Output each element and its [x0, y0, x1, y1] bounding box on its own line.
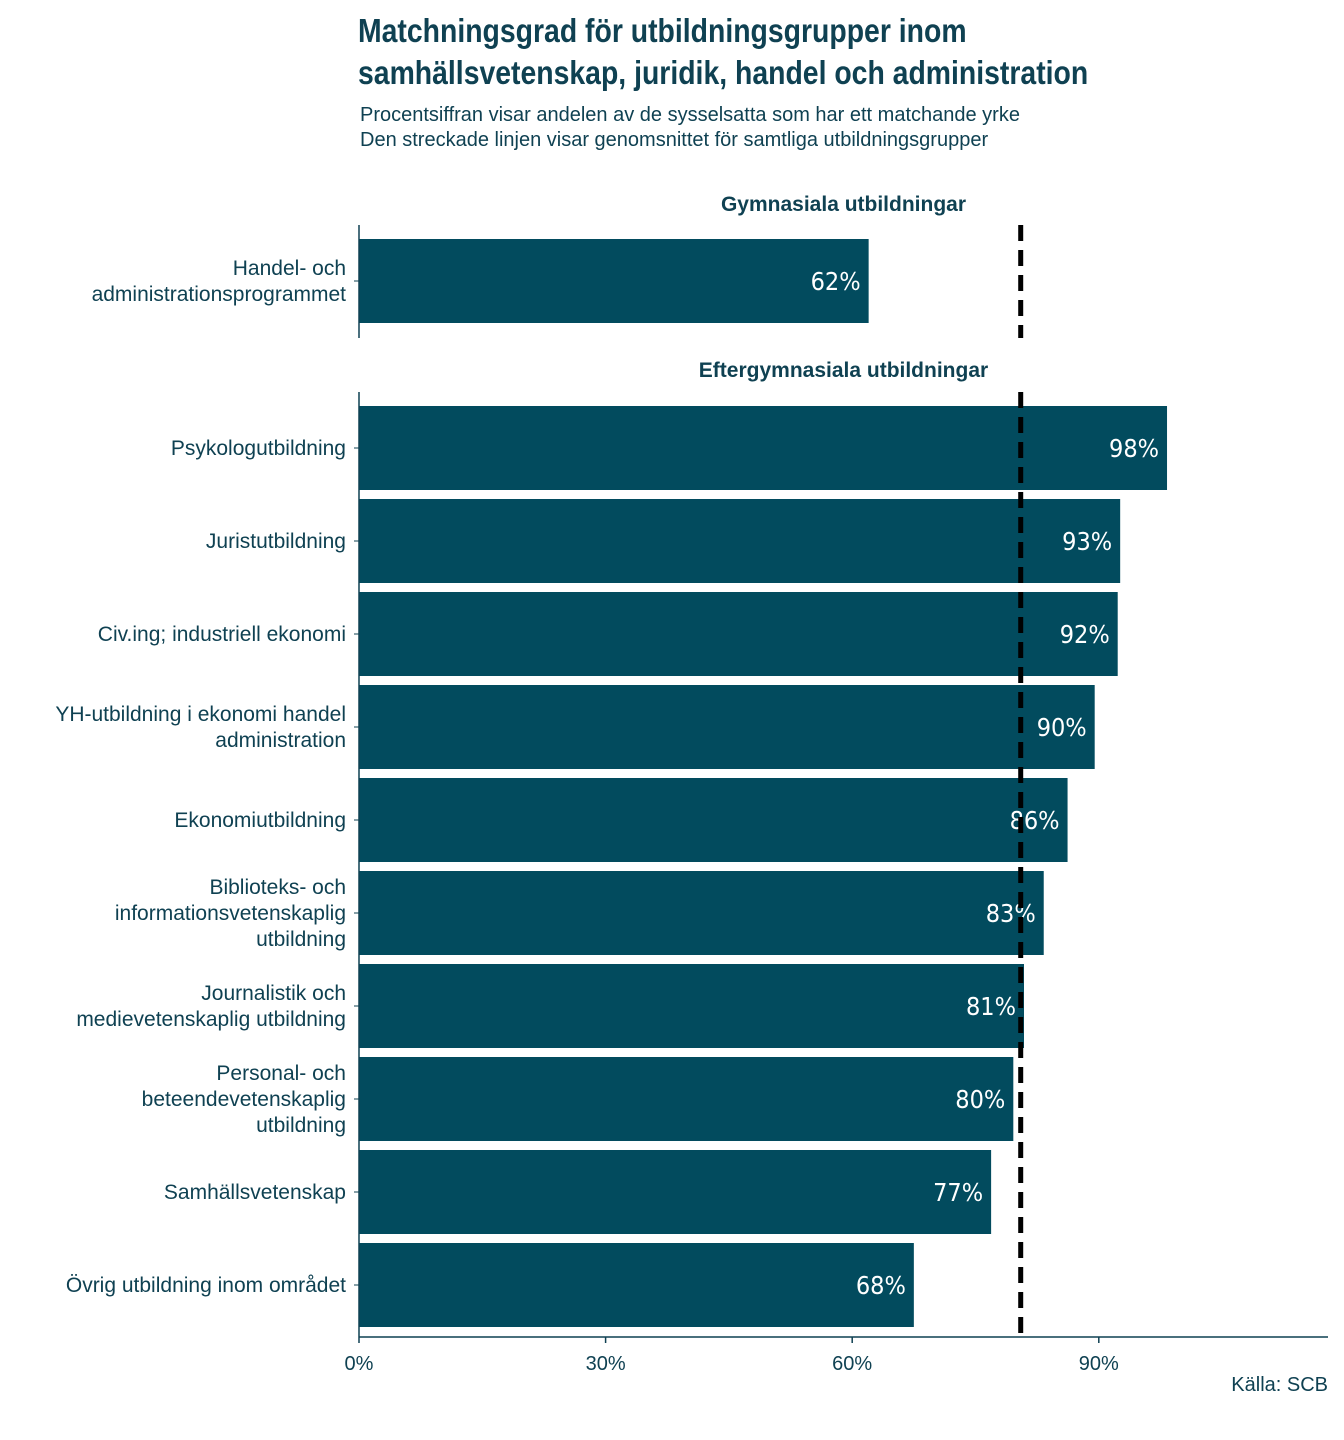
category-label: Övrig utbildning inom området	[66, 1274, 346, 1297]
bar	[359, 239, 869, 323]
category-label: Personal- och beteendevetenskaplig utbildn…	[142, 1062, 346, 1137]
facet-label: Gymnasiala utbildningar	[721, 193, 966, 216]
bar	[359, 685, 1095, 769]
bar	[359, 1057, 1014, 1141]
category-label: Psykologutbildning	[171, 437, 346, 460]
bar	[359, 964, 1024, 1048]
category-label: Samhällsvetenskap	[164, 1181, 346, 1204]
bar	[359, 499, 1121, 583]
bar-value-label: 80%	[955, 1085, 1005, 1114]
chart-subtitle-line-1: Procentsiffran visar andelen av de sysse…	[360, 104, 1020, 126]
bar	[359, 592, 1118, 676]
x-tick-label: 90%	[1079, 1353, 1119, 1375]
bar-value-label: 90%	[1037, 713, 1087, 742]
chart-title: Matchningsgrad för utbildningsgrupper in…	[358, 10, 1184, 94]
x-tick-label: 60%	[832, 1353, 872, 1375]
x-tick-label: 30%	[586, 1353, 626, 1375]
facet-label: Eftergymnasiala utbildningar	[699, 359, 988, 382]
bar	[359, 1243, 914, 1327]
bar-value-label: 62%	[811, 267, 861, 296]
source-caption: Källa: SCB	[1231, 1374, 1328, 1396]
chart-title-line-1: Matchningsgrad för utbildningsgrupper in…	[358, 12, 967, 49]
bar-value-label: 68%	[856, 1271, 906, 1300]
category-label: Ekonomiutbildning	[174, 809, 346, 832]
bar	[359, 871, 1044, 955]
bar-value-label: 98%	[1109, 434, 1159, 463]
bar-value-label: 77%	[933, 1178, 983, 1207]
bar	[359, 778, 1068, 862]
category-label: Juristutbildning	[206, 530, 346, 553]
category-label: Civ.ing; industriell ekonomi	[98, 623, 346, 646]
x-tick-label: 0%	[345, 1353, 374, 1375]
bar	[359, 406, 1168, 490]
category-label: Biblioteks- och informationsvetenskaplig u…	[115, 876, 346, 951]
bar-value-label: 92%	[1060, 620, 1110, 649]
bar-value-label: 86%	[1010, 806, 1060, 835]
bar-value-label: 93%	[1062, 527, 1112, 556]
category-label: YH-utbildning i ekonomi handel administra…	[55, 703, 346, 752]
bar	[359, 1150, 992, 1234]
bar-value-label: 81%	[966, 992, 1016, 1021]
bar-value-label: 83%	[986, 899, 1036, 928]
chart-subtitle: Procentsiffran visar andelen av de sysse…	[360, 103, 1020, 153]
category-label: Journalistik och medievetenskaplig utbild…	[76, 982, 346, 1031]
chart-subtitle-line-2: Den streckade linjen visar genomsnittet …	[360, 129, 989, 151]
chart-title-line-2: samhällsvetenskap, juridik, handel och a…	[358, 54, 1089, 91]
category-label: Handel- och administrationsprogrammet	[92, 257, 347, 306]
